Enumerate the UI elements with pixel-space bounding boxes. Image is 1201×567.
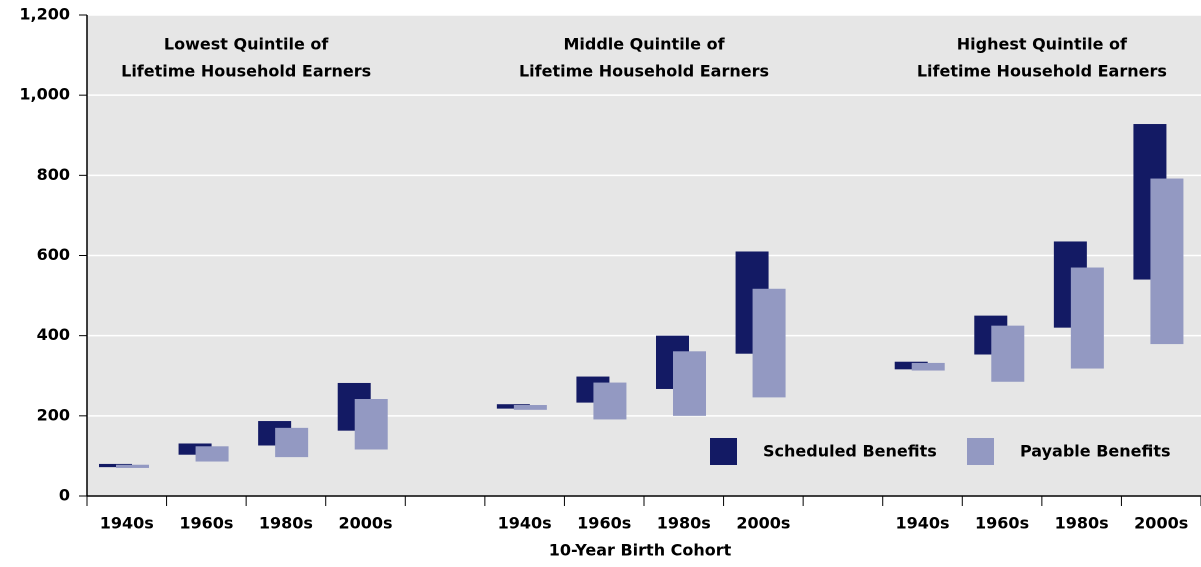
y-tick-label: 0 (59, 486, 70, 505)
y-tick-label: 800 (37, 165, 70, 184)
x-tick-label: 2000s (736, 514, 790, 533)
x-tick-label: 1980s (259, 514, 313, 533)
x-tick-label: 2000s (1134, 514, 1188, 533)
y-tick-label: 1,200 (19, 5, 70, 24)
x-tick-label: 1980s (657, 514, 711, 533)
bar (513, 405, 547, 410)
bar (496, 404, 530, 409)
bar (673, 351, 706, 416)
x-tick-label: 1960s (975, 514, 1029, 533)
legend-swatch (710, 438, 737, 465)
x-tick-label: 1960s (577, 514, 631, 533)
bar (354, 398, 388, 450)
y-tick-label: 1,000 (19, 85, 70, 104)
group-title: Lifetime Household Earners (917, 62, 1167, 81)
x-tick-label: 1940s (895, 514, 949, 533)
x-tick-label: 1980s (1055, 514, 1109, 533)
bar (275, 427, 309, 458)
bar (991, 325, 1025, 382)
legend-label: Payable Benefits (1020, 442, 1171, 461)
x-tick-label: 1960s (179, 514, 233, 533)
y-tick-label: 400 (37, 325, 70, 344)
group-title: Lifetime Household Earners (121, 62, 371, 81)
bar (99, 463, 132, 468)
x-tick-label: 2000s (338, 514, 392, 533)
bar (593, 382, 627, 420)
x-tick-label: 1940s (100, 514, 154, 533)
bar (911, 362, 945, 371)
bar (752, 288, 786, 398)
group-title: Lifetime Household Earners (519, 62, 769, 81)
bar (195, 446, 229, 462)
legend-label: Scheduled Benefits (763, 442, 937, 461)
bar (1150, 178, 1184, 345)
x-axis-label: 10-Year Birth Cohort (549, 541, 732, 560)
bar (178, 443, 212, 455)
legend-swatch (967, 438, 994, 465)
x-tick-label: 1940s (498, 514, 552, 533)
bar (116, 464, 149, 468)
group-title: Highest Quintile of (957, 35, 1128, 54)
group-title: Middle Quintile of (563, 35, 725, 54)
y-tick-label: 200 (37, 405, 70, 424)
y-tick-label: 600 (37, 245, 70, 264)
bar (894, 361, 928, 370)
bar (1070, 267, 1104, 369)
group-title: Lowest Quintile of (164, 35, 329, 54)
